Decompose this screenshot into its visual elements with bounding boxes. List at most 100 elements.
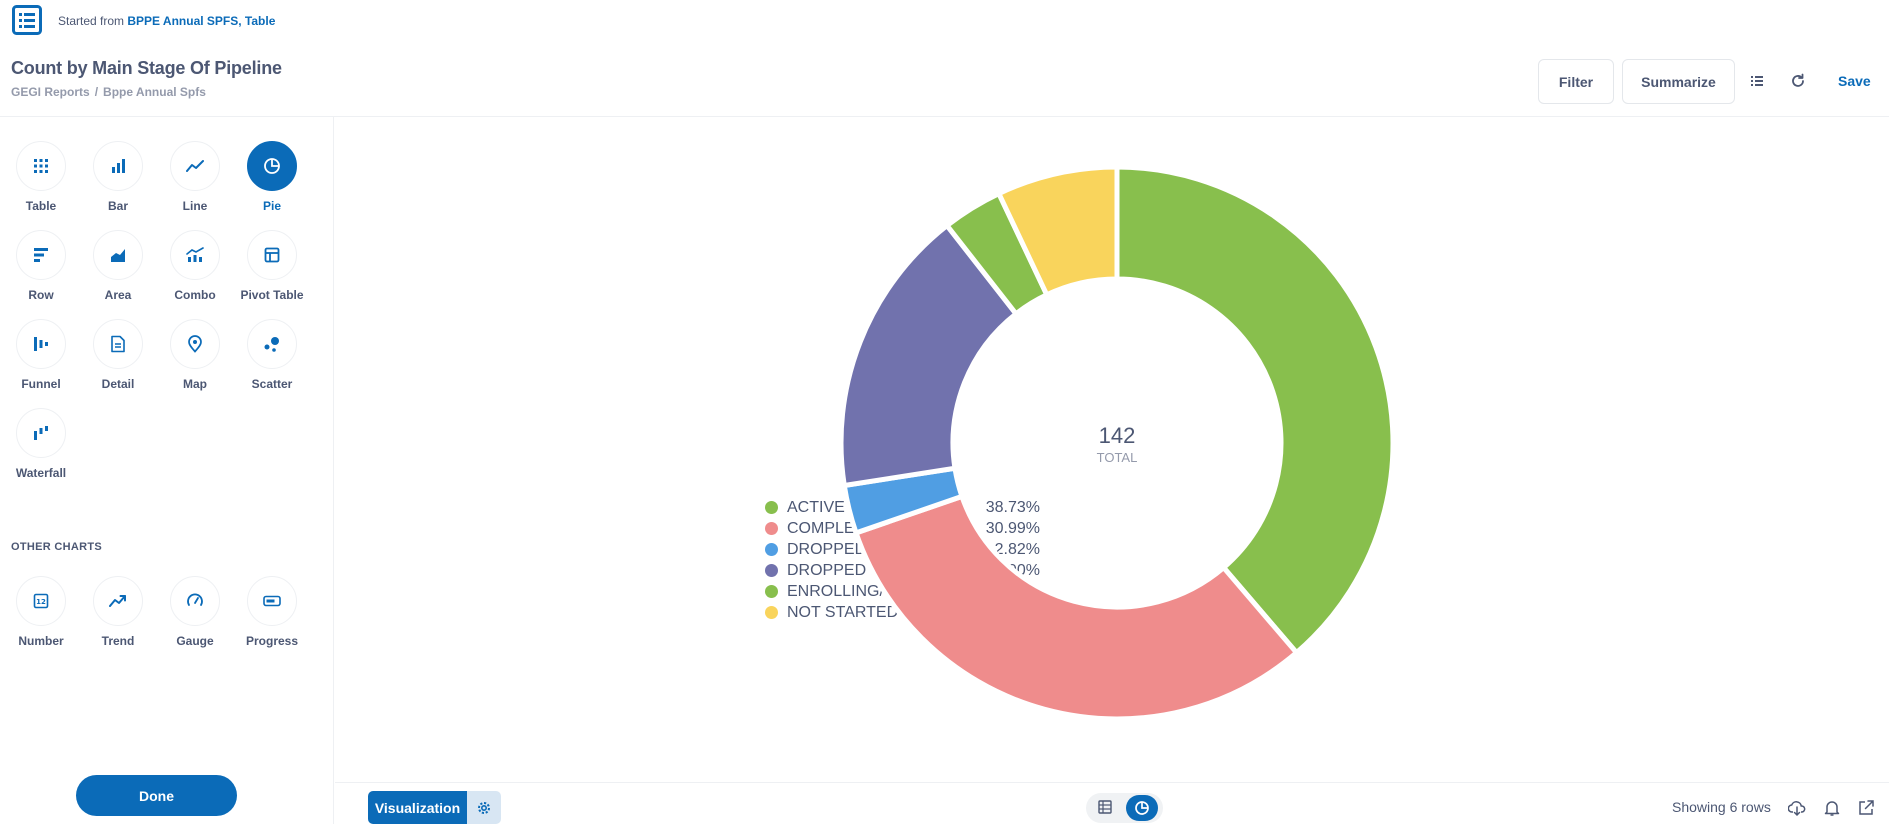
row-chart-icon (34, 248, 48, 262)
viz-type-funnel[interactable]: Funnel (6, 319, 76, 391)
viz-type-map[interactable]: Map (160, 319, 230, 391)
viz-type-pie[interactable]: Pie (237, 141, 307, 213)
viz-type-pivot-circle[interactable] (247, 230, 297, 280)
viz-type-label: Detail (101, 377, 135, 391)
header-divider (0, 116, 1889, 117)
viz-type-label: Bar (107, 199, 128, 213)
legend-percent: 30.99% (985, 519, 1040, 537)
viz-type-trend-circle[interactable] (93, 576, 143, 626)
pie-chart-icon (1135, 801, 1149, 815)
gear-icon (478, 801, 490, 814)
breadcrumb-table[interactable]: Bppe Annual Spfs (103, 85, 206, 99)
pie-slice-completed[interactable] (852, 493, 1301, 722)
chart-view-toggle[interactable] (1126, 795, 1158, 821)
pie-chart-icon (264, 158, 280, 174)
viz-type-table-circle[interactable] (16, 141, 66, 191)
combo-chart-icon (186, 247, 204, 262)
viz-type-map-circle[interactable] (170, 319, 220, 369)
viz-type-label: Combo (174, 288, 216, 302)
viz-type-label: Trend (101, 634, 135, 648)
total-label: TOTAL (1097, 450, 1138, 465)
viz-type-area[interactable]: Area (83, 230, 153, 302)
waterfall-icon (34, 426, 48, 440)
area-chart-icon (111, 249, 125, 262)
viz-type-progress[interactable]: Progress (237, 576, 307, 648)
bell-icon[interactable] (1823, 799, 1841, 817)
viz-type-pie-circle[interactable] (247, 141, 297, 191)
chart-settings-button[interactable] (467, 791, 501, 824)
viz-type-line[interactable]: Line (160, 141, 230, 213)
document-icon (111, 335, 125, 353)
breadcrumb: GEGI Reports / Bppe Annual Spfs (11, 85, 282, 99)
question-icon[interactable] (12, 5, 42, 35)
viz-type-waterfall[interactable]: Waterfall (6, 408, 76, 480)
viz-type-number-circle[interactable]: 12 (16, 576, 66, 626)
viz-type-combo-circle[interactable] (170, 230, 220, 280)
viz-type-pivot-table[interactable]: Pivot Table (237, 230, 307, 302)
viz-type-number[interactable]: 12 Number (6, 576, 76, 648)
viz-type-scatter-circle[interactable] (247, 319, 297, 369)
line-chart-icon (186, 160, 204, 172)
visualization-button[interactable]: Visualization (368, 791, 467, 824)
viz-type-bar[interactable]: Bar (83, 141, 153, 213)
legend-item[interactable]: ACTIVE 38.73% (765, 497, 1040, 518)
viz-type-area-circle[interactable] (93, 230, 143, 280)
legend-color-dot (765, 501, 778, 514)
viz-type-label: Progress (245, 634, 299, 648)
legend-color-dot (765, 585, 778, 598)
viz-type-table[interactable]: Table (6, 141, 76, 213)
pie-slice-not-started[interactable] (995, 164, 1120, 299)
legend-item[interactable]: DROPPED 2.82% (765, 539, 1040, 560)
viz-type-scatter[interactable]: Scatter (237, 319, 307, 391)
pie-slice-dropped-pending[interactable] (838, 222, 1020, 489)
summarize-button[interactable]: Summarize (1622, 59, 1735, 104)
scatter-icon (264, 337, 279, 352)
viz-type-gauge[interactable]: Gauge (160, 576, 230, 648)
viz-type-row-circle[interactable] (16, 230, 66, 280)
bar-chart-icon (112, 159, 125, 173)
source-table-link[interactable]: BPPE Annual SPFS, Table (127, 14, 276, 28)
total-value: 142 (1099, 423, 1136, 448)
svg-text:12: 12 (36, 598, 46, 606)
pie-slice-active[interactable] (1114, 164, 1396, 657)
share-icon[interactable] (1857, 799, 1875, 817)
viz-type-label: Table (25, 199, 57, 213)
viz-type-trend[interactable]: Trend (83, 576, 153, 648)
viz-type-detail-circle[interactable] (93, 319, 143, 369)
viz-type-label: Area (104, 288, 132, 302)
download-icon[interactable] (1788, 799, 1806, 817)
funnel-icon (34, 337, 48, 351)
viz-type-progress-circle[interactable] (247, 576, 297, 626)
chart-type-sidebar: Table Bar Line Pie (0, 117, 334, 824)
legend-label: NOT STARTED (787, 603, 899, 621)
progress-icon (263, 595, 281, 607)
donut-chart: 142 TOTAL (838, 164, 1396, 722)
viz-type-funnel-circle[interactable] (16, 319, 66, 369)
viz-type-row[interactable]: Row (6, 230, 76, 302)
viz-type-gauge-circle[interactable] (170, 576, 220, 626)
notebook-editor-icon[interactable] (1748, 72, 1766, 90)
refresh-icon[interactable] (1789, 72, 1807, 90)
viz-type-detail[interactable]: Detail (83, 319, 153, 391)
legend-percent: 38.73% (985, 498, 1040, 516)
filter-button[interactable]: Filter (1538, 59, 1614, 104)
viz-type-combo[interactable]: Combo (160, 230, 230, 302)
viz-type-label: Pivot Table (240, 288, 304, 302)
viz-type-label: Funnel (21, 377, 61, 391)
save-button[interactable]: Save (1838, 73, 1871, 89)
view-toggle (1086, 793, 1163, 823)
pivot-table-icon (264, 247, 280, 263)
viz-type-line-circle[interactable] (170, 141, 220, 191)
viz-type-label: Map (183, 377, 207, 391)
gauge-icon (187, 593, 203, 606)
map-pin-icon (188, 335, 202, 353)
table-view-icon[interactable] (1098, 800, 1112, 814)
legend-color-dot (765, 564, 778, 577)
breadcrumb-collection[interactable]: GEGI Reports (11, 85, 90, 99)
viz-type-bar-circle[interactable] (93, 141, 143, 191)
grid-icon (34, 159, 48, 173)
viz-type-label: Waterfall (15, 466, 67, 480)
legend-color-dot (765, 522, 778, 535)
viz-type-waterfall-circle[interactable] (16, 408, 66, 458)
done-button[interactable]: Done (76, 775, 237, 816)
